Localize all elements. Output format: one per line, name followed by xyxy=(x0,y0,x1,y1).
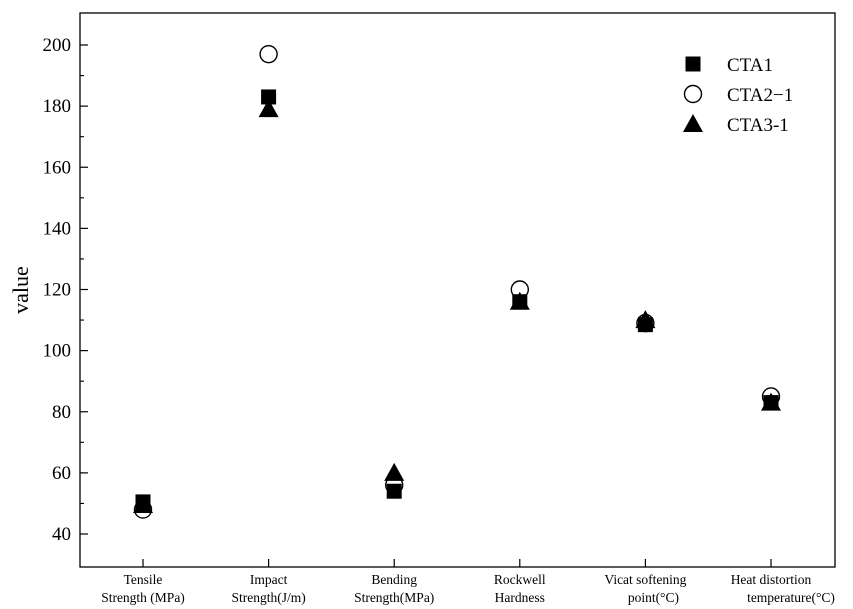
x-tick-label: Tensile Strength (MPa) xyxy=(101,572,185,605)
data-point-3 xyxy=(509,291,530,310)
data-point-3 xyxy=(258,99,279,118)
x-tick-label: Bending Strength(MPa) xyxy=(354,572,434,605)
data-point-1 xyxy=(386,483,402,499)
x-tick-label: Impact Strength(J/m) xyxy=(231,572,305,605)
y-axis: 40 60 80 100 120 140 160 180 200 xyxy=(43,35,88,545)
data-point-3 xyxy=(635,310,656,329)
data-point-3 xyxy=(761,392,781,411)
x-tick-label: Rockwell Hardness xyxy=(494,572,546,605)
y-tick-label: 200 xyxy=(43,35,72,56)
x-tick-label: Heat distortion temperature(°C) xyxy=(731,572,835,605)
y-tick-label: 40 xyxy=(52,524,71,545)
legend-label-2: CTA2−1 xyxy=(727,85,793,106)
legend-label-1: CTA1 xyxy=(727,55,773,76)
x-tick-label: Vicat softening point(°C) xyxy=(604,572,686,605)
legend-marker-2 xyxy=(683,84,703,104)
legend: CTA1 CTA2−1 CTA3-1 xyxy=(683,55,793,136)
y-axis-label: value xyxy=(8,266,33,314)
plot-frame xyxy=(79,12,836,568)
legend-marker-1 xyxy=(685,56,701,72)
data-point-3 xyxy=(384,462,405,481)
data-point-3 xyxy=(133,494,153,513)
data-point-2 xyxy=(259,44,278,64)
legend-marker-3 xyxy=(683,114,703,132)
x-axis: Tensile Strength (MPa) Impact Strength(J/m)… xyxy=(101,559,835,605)
data-point-1 xyxy=(261,89,277,105)
data-points xyxy=(133,44,781,519)
y-tick-label: 80 xyxy=(52,402,71,423)
y-tick-label: 140 xyxy=(43,218,72,239)
y-tick-label: 100 xyxy=(43,341,72,362)
y-tick-label: 120 xyxy=(43,280,72,301)
y-tick-label: 160 xyxy=(43,157,72,178)
y-tick-label: 180 xyxy=(43,96,72,117)
y-tick-label: 60 xyxy=(52,463,71,484)
legend-label-3: CTA3-1 xyxy=(727,115,789,136)
